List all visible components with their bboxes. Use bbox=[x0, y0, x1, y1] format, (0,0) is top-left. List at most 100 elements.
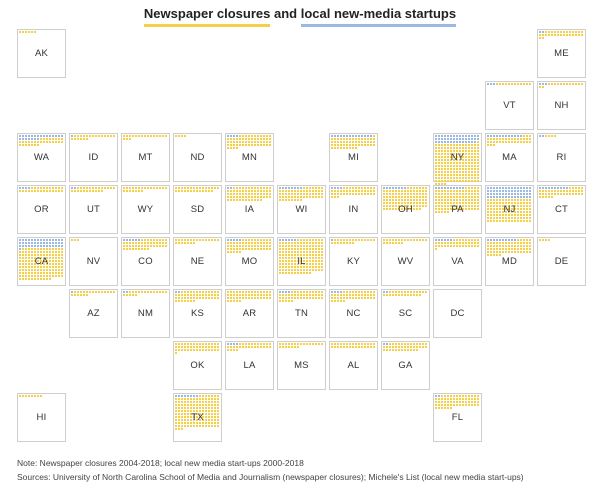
closure-square bbox=[251, 346, 253, 348]
closure-square bbox=[444, 242, 446, 244]
startup-square bbox=[459, 138, 461, 140]
closure-square bbox=[450, 159, 452, 161]
closure-square bbox=[419, 208, 421, 210]
closure-square bbox=[25, 269, 27, 271]
closure-square bbox=[465, 196, 467, 198]
closure-square bbox=[502, 220, 504, 222]
state-label: MO bbox=[241, 256, 258, 267]
closure-square bbox=[465, 177, 467, 179]
startup-square bbox=[456, 141, 458, 143]
closure-square bbox=[373, 190, 375, 192]
closure-square bbox=[331, 196, 333, 198]
closure-square bbox=[517, 248, 519, 250]
closure-square bbox=[474, 401, 476, 403]
closure-square bbox=[444, 174, 446, 176]
closure-square bbox=[266, 248, 268, 250]
closure-square bbox=[364, 346, 366, 348]
closure-square bbox=[539, 34, 541, 36]
closure-square bbox=[444, 153, 446, 155]
closure-square bbox=[462, 156, 464, 158]
startup-square bbox=[233, 135, 235, 137]
closure-square bbox=[349, 343, 351, 345]
startup-square bbox=[487, 239, 489, 241]
closure-square bbox=[254, 138, 256, 140]
startup-square bbox=[499, 193, 501, 195]
closure-square bbox=[227, 349, 229, 351]
startup-square bbox=[520, 135, 522, 137]
closure-square bbox=[318, 297, 320, 299]
closure-square bbox=[193, 343, 195, 345]
state-tile-la: LA bbox=[225, 341, 274, 390]
closure-square bbox=[95, 190, 97, 192]
closure-square bbox=[468, 174, 470, 176]
closure-square bbox=[190, 416, 192, 418]
closure-square bbox=[178, 190, 180, 192]
closure-square bbox=[312, 239, 314, 241]
closure-square bbox=[511, 199, 513, 201]
closure-square bbox=[318, 343, 320, 345]
closure-square bbox=[61, 187, 63, 189]
closure-square bbox=[462, 202, 464, 204]
closure-square bbox=[178, 404, 180, 406]
closure-square bbox=[306, 257, 308, 259]
state-label: IL bbox=[297, 256, 306, 267]
closure-square bbox=[471, 153, 473, 155]
startup-square bbox=[435, 138, 437, 140]
closure-square bbox=[251, 135, 253, 137]
closure-square bbox=[288, 343, 290, 345]
closure-square bbox=[34, 141, 36, 143]
closure-square bbox=[441, 407, 443, 409]
state-label: NJ bbox=[503, 204, 516, 215]
closure-square bbox=[43, 138, 45, 140]
closure-square bbox=[367, 239, 369, 241]
closure-square bbox=[107, 291, 109, 293]
closure-square bbox=[444, 183, 446, 185]
closure-square bbox=[370, 144, 372, 146]
startup-square bbox=[514, 239, 516, 241]
closure-square bbox=[453, 168, 455, 170]
startup-square bbox=[526, 187, 528, 189]
startup-square bbox=[529, 193, 531, 195]
closure-square bbox=[285, 260, 287, 262]
closure-square bbox=[438, 144, 440, 146]
closure-square bbox=[315, 269, 317, 271]
closure-square bbox=[435, 211, 437, 213]
closure-square bbox=[25, 31, 27, 33]
closure-square bbox=[251, 199, 253, 201]
closure-square bbox=[474, 150, 476, 152]
closure-square bbox=[28, 263, 30, 265]
startup-square bbox=[55, 245, 57, 247]
closure-square bbox=[471, 199, 473, 201]
closure-square bbox=[294, 199, 296, 201]
closure-square bbox=[141, 242, 143, 244]
state-label: WA bbox=[33, 152, 50, 163]
closure-square bbox=[419, 202, 421, 204]
closure-square bbox=[395, 199, 397, 201]
closure-square bbox=[471, 190, 473, 192]
closure-square bbox=[260, 187, 262, 189]
closure-square bbox=[456, 162, 458, 164]
closure-square bbox=[398, 242, 400, 244]
closure-square bbox=[294, 245, 296, 247]
closure-square bbox=[236, 294, 238, 296]
startup-square bbox=[514, 135, 516, 137]
state-label: DE bbox=[554, 256, 569, 267]
startup-square bbox=[490, 135, 492, 137]
closure-square bbox=[383, 346, 385, 348]
closure-square bbox=[291, 248, 293, 250]
closure-square bbox=[331, 343, 333, 345]
closure-square bbox=[352, 346, 354, 348]
closure-square bbox=[395, 242, 397, 244]
closure-square bbox=[282, 300, 284, 302]
closure-square bbox=[187, 343, 189, 345]
closure-square bbox=[306, 248, 308, 250]
closure-square bbox=[321, 190, 323, 192]
closure-square bbox=[288, 199, 290, 201]
closure-square bbox=[502, 211, 504, 213]
closure-square bbox=[331, 138, 333, 140]
closure-square bbox=[575, 83, 577, 85]
closure-square bbox=[438, 407, 440, 409]
closure-square bbox=[441, 190, 443, 192]
startup-square bbox=[493, 83, 495, 85]
closure-square bbox=[435, 401, 437, 403]
